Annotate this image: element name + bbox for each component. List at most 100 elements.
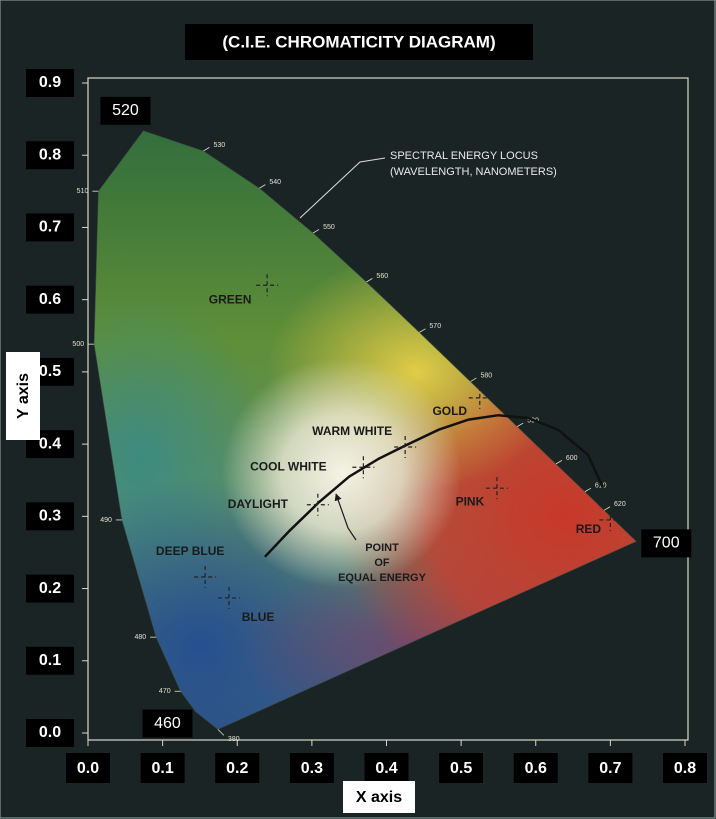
wavelength-tick	[259, 184, 266, 189]
point-marker	[394, 436, 417, 458]
annotation-text: OF	[374, 557, 390, 569]
y-label-box	[6, 352, 40, 440]
planckian-locus	[263, 413, 605, 558]
annotation-leader	[334, 493, 357, 541]
wavelength-label: 580	[480, 372, 492, 379]
point-label: WARM WHITE	[312, 424, 392, 438]
annotation-text: SPECTRAL ENERGY LOCUS	[390, 150, 538, 162]
y-tick-box	[26, 574, 74, 603]
wavelength-label: 380	[228, 736, 240, 743]
wavelength-label: 620	[614, 501, 626, 508]
point-label: BLUE	[242, 610, 275, 624]
point-label: GREEN	[209, 292, 252, 306]
y-tick-box	[26, 69, 74, 97]
wavelength-label: 500	[72, 341, 84, 348]
wavelength-box	[100, 96, 151, 125]
point-marker	[599, 508, 622, 531]
annotation-text: POINT	[365, 542, 399, 554]
x-tick-label: 0.6	[525, 760, 547, 777]
y-tick-box	[26, 213, 74, 242]
x-tick-box	[215, 753, 260, 783]
wavelength-label: 560	[376, 273, 388, 280]
x-tick-label: 0.7	[599, 760, 621, 777]
wavelength-tick	[203, 147, 210, 152]
y-tick-box	[26, 502, 74, 531]
wavelength-tick	[366, 278, 373, 283]
point-label: GOLD	[432, 404, 467, 418]
wavelength-tick	[312, 229, 320, 234]
wavelength-box	[641, 529, 692, 558]
y-tick-label: 0.9	[39, 74, 61, 91]
wavelength-tick	[517, 422, 524, 427]
point-marker	[352, 456, 375, 479]
x-tick-box	[588, 753, 633, 783]
x-tick-box	[140, 753, 185, 783]
plot-layer: 0.0 0.1 0.2 0.3 0.4 0.5 0.6 0.7 0.8 0.0 0.1 0.2 0.3 0…	[26, 69, 707, 783]
point-marker	[218, 586, 241, 609]
x-tick-box	[439, 753, 484, 783]
y-tick-box	[26, 285, 74, 314]
annotation-text: (WAVELENGTH, NANOMETERS)	[390, 166, 557, 178]
annotation-leader	[299, 157, 386, 219]
wavelength-label: 510	[77, 188, 89, 195]
y-tick-label: 0.5	[39, 363, 61, 380]
x-tick-label: 0.2	[226, 760, 248, 777]
annotation-text: EQUAL ENERGY	[338, 572, 426, 584]
wavelength-label: 470	[159, 688, 171, 695]
wavelength-label: 490	[100, 517, 112, 524]
y-tick-label: 0.6	[39, 291, 61, 308]
wavelength-label: 540	[269, 179, 281, 186]
point-label: DEEP BLUE	[156, 544, 224, 558]
y-tick-label: 0.7	[39, 219, 61, 236]
plot-frame	[87, 77, 689, 741]
x-tick-box	[289, 753, 334, 783]
y-tick-box	[26, 141, 74, 170]
point-label: PINK	[456, 494, 485, 508]
x-tick-label: 0.1	[152, 760, 174, 777]
point-marker	[485, 477, 508, 500]
wavelength-label: 460	[154, 715, 181, 732]
x-tick-label: 0.0	[77, 760, 99, 777]
x-tick-label: 0.5	[450, 760, 472, 777]
y-axis-label: Y axis	[15, 373, 32, 419]
wavelength-label: 600	[566, 455, 578, 462]
x-tick-label: 0.8	[674, 760, 696, 777]
x-tick-box	[364, 753, 409, 783]
x-axis-label: X axis	[356, 789, 402, 806]
wavelength-label: 700	[653, 535, 680, 552]
x-tick-label: 0.3	[301, 760, 323, 777]
point-marker	[194, 566, 217, 588]
wavelength-label: 550	[323, 224, 335, 231]
wavelength-tick	[419, 328, 426, 333]
x-label-box	[343, 781, 415, 813]
wavelength-tick	[555, 460, 563, 465]
wavelength-label: 570	[429, 323, 441, 330]
y-tick-label: 0.3	[39, 508, 61, 525]
y-tick-box	[26, 646, 74, 675]
wavelength-label: 610	[595, 483, 607, 490]
wavelength-tick	[584, 487, 592, 493]
fill-white	[221, 358, 462, 588]
y-tick-label: 0.8	[39, 146, 61, 163]
spectral-locus	[93, 130, 637, 730]
x-tick-box	[663, 753, 707, 783]
y-tick-label: 0.1	[39, 652, 61, 669]
x-tick-label: 0.4	[375, 760, 397, 777]
y-tick-label: 0.4	[39, 435, 61, 452]
wavelength-tick	[470, 377, 477, 382]
y-tick-box	[26, 719, 74, 747]
x-tick-box	[66, 753, 110, 783]
point-marker	[306, 493, 329, 516]
point-label: RED	[576, 522, 602, 536]
point-label: COOL WHITE	[250, 459, 326, 473]
wavelength-label: 520	[112, 102, 139, 119]
point-marker	[468, 386, 491, 409]
x-tick-box	[513, 753, 558, 783]
wavelength-tick	[603, 506, 611, 511]
title-box	[185, 24, 533, 60]
chart-title: (C.I.E. CHROMATICITY DIAGRAM)	[222, 32, 495, 51]
y-tick-label: 0.2	[39, 580, 61, 597]
point-label: DAYLIGHT	[228, 497, 289, 511]
